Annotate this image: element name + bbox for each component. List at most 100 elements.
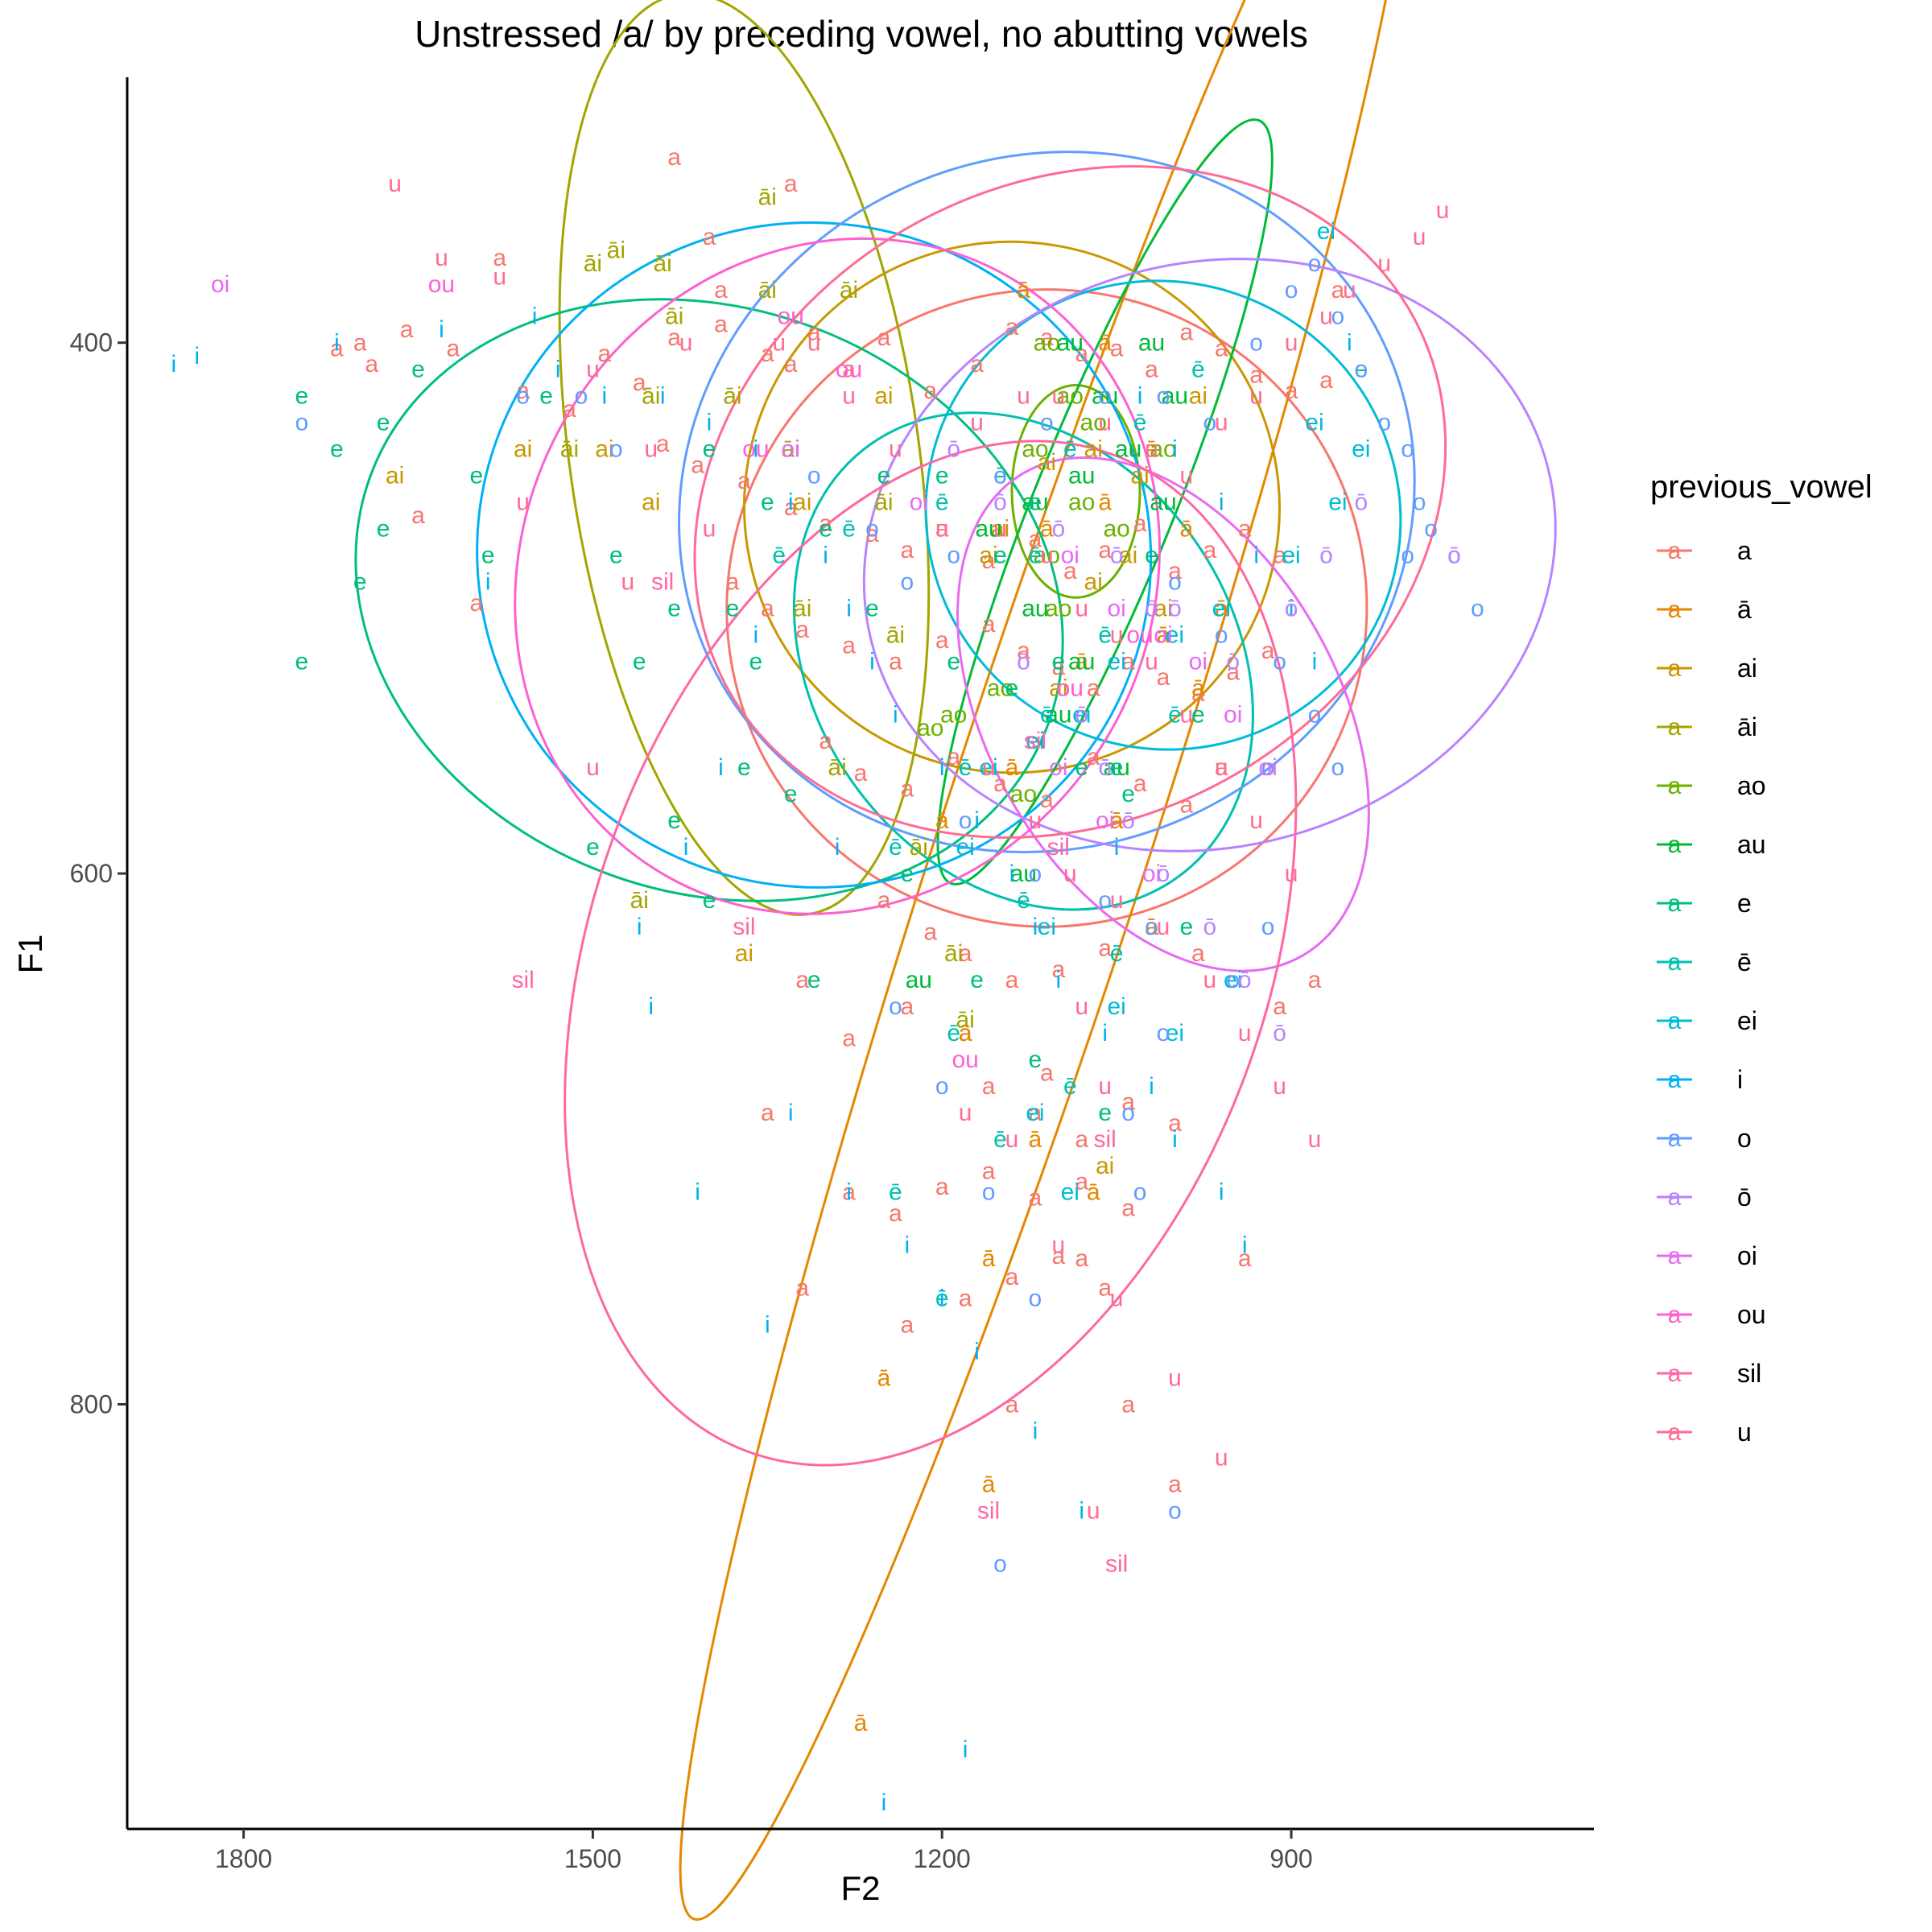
legend-label: i (1737, 1065, 1743, 1094)
point-e-7-12: ē (1017, 887, 1030, 914)
point-o-10-41: o (1168, 1497, 1182, 1524)
legend-key-glyph: a (1668, 1243, 1682, 1269)
point-a-1-1: ā (1098, 330, 1112, 357)
ellipse-ai-2 (742, 240, 1281, 774)
point-ai-3-10: āi (828, 754, 846, 781)
point-o-11-14: ō (1203, 914, 1216, 940)
point-a-0-67: a (923, 919, 937, 946)
point-ei-8-5: ei (1212, 595, 1231, 621)
point-u-15-8: u (889, 436, 902, 463)
point-a-0-20: a (1215, 335, 1228, 361)
point-ou-13-4: ou (952, 1046, 978, 1073)
point-ei-8-10: ei (979, 754, 997, 781)
point-oi-12-3: oi (1061, 542, 1080, 568)
point-a-0-100: a (1121, 1391, 1135, 1418)
legend-key-glyph: a (1668, 890, 1682, 917)
point-i-9-0: i (171, 351, 177, 378)
point-e-6-26: e (1098, 1100, 1112, 1126)
point-a-0-64: a (1180, 791, 1194, 818)
point-a-0-92: a (365, 351, 378, 378)
legend-title: previous_vowel (1650, 469, 1872, 505)
point-a-0-34: a (1063, 558, 1077, 584)
point-ai-3-15: āi (758, 184, 777, 210)
point-a-0-101: a (1168, 1471, 1182, 1497)
point-ai-3-14: āi (607, 237, 625, 263)
point-sil-14-7: sil (1105, 1550, 1128, 1577)
point-a-0-31: a (935, 515, 949, 542)
point-a-0-115: a (667, 144, 681, 171)
point-i-9-15: i (939, 754, 945, 781)
ellipse-e-7 (792, 411, 1254, 911)
point-u-15-50: u (1087, 1497, 1100, 1524)
point-u-15-4: u (703, 515, 716, 542)
point-o-10-4: o (807, 463, 821, 489)
point-o-10-43: o (1133, 1179, 1147, 1206)
legend-item-ao-4: a ao (1657, 771, 1766, 800)
point-e-7-11: ē (889, 834, 902, 861)
point-e-6-22: e (807, 967, 821, 993)
point-ai-3-8: āi (665, 303, 683, 330)
point-o-10-5: o (865, 515, 879, 542)
legend-key-glyph: a (1668, 1302, 1682, 1328)
point-u-15-28: u (1145, 648, 1158, 675)
point-e-6-37: e (1075, 754, 1088, 781)
ellipse-a-1 (679, 0, 1415, 1922)
point-ao-4-3: ao (1022, 436, 1048, 463)
point-u-15-5: u (772, 330, 786, 357)
legend-label: u (1737, 1418, 1752, 1447)
y-axis-ticks: 400 600 800 (70, 328, 127, 1418)
point-u-15-30: u (1215, 754, 1228, 781)
point-e-6-13: e (935, 463, 949, 489)
point-a-0-83: a (1029, 1184, 1042, 1211)
point-au-5-7: au (975, 515, 1001, 542)
point-e-6-11: e (819, 515, 832, 542)
point-o-10-2: o (575, 383, 588, 410)
point-e-6-2: e (377, 515, 390, 542)
point-a-0-86: a (795, 1274, 809, 1301)
legend-key-glyph: a (1668, 773, 1682, 799)
y-tick-label-1: 600 (70, 859, 113, 888)
legend-key-glyph: a (1668, 949, 1682, 976)
point-e-6-14: e (993, 542, 1007, 568)
point-e-6-42: e (749, 648, 763, 675)
point-o-11-16: ō (1273, 1020, 1286, 1046)
point-ao-4-1: ao (1057, 383, 1084, 410)
point-a-0-43: a (795, 617, 809, 643)
point-e-6-21: e (703, 887, 716, 914)
point-a-0-94: a (411, 502, 425, 529)
point-u-15-38: u (1203, 967, 1216, 993)
point-u-15-32: u (1285, 861, 1298, 887)
point-a-0-104: a (1273, 993, 1286, 1020)
point-ai-2-14: ai (735, 940, 753, 967)
point-sil-14-2: sil (733, 914, 755, 940)
point-ou-13-6: ou (1126, 621, 1153, 648)
point-a-0-105: a (1308, 967, 1322, 993)
point-ou-13-3: ou (836, 357, 862, 383)
point-o-10-10: o (1098, 383, 1112, 410)
point-a-0-37: a (1168, 558, 1182, 584)
point-e-7-6: ē (1191, 357, 1205, 383)
x-tick-label-3: 900 (1269, 1844, 1312, 1873)
point-a-0-15: a (1040, 324, 1054, 351)
point-e-6-28: e (295, 648, 309, 675)
point-o-10-20: o (1413, 489, 1426, 516)
point-ei-8-13: ei (1107, 993, 1125, 1020)
point-a-0-21: a (1249, 361, 1263, 388)
point-e-6-3: e (411, 357, 425, 383)
point-e-7-8: ē (1098, 621, 1112, 648)
point-u-15-41: u (1308, 1126, 1322, 1153)
point-i-9-43: i (1137, 383, 1143, 410)
legend-key-glyph: a (1668, 538, 1682, 564)
point-o-10-14: o (1285, 277, 1298, 303)
point-a-1-7: ā (1110, 807, 1124, 834)
point-i-9-17: i (1009, 861, 1015, 887)
point-ei-8-7: ei (1107, 648, 1125, 675)
point-ou-13-5: ou (1057, 675, 1084, 701)
point-sil-14-4: sil (1047, 834, 1070, 861)
point-ai-2-1: ai (595, 436, 613, 463)
legend-label: a (1737, 536, 1752, 565)
